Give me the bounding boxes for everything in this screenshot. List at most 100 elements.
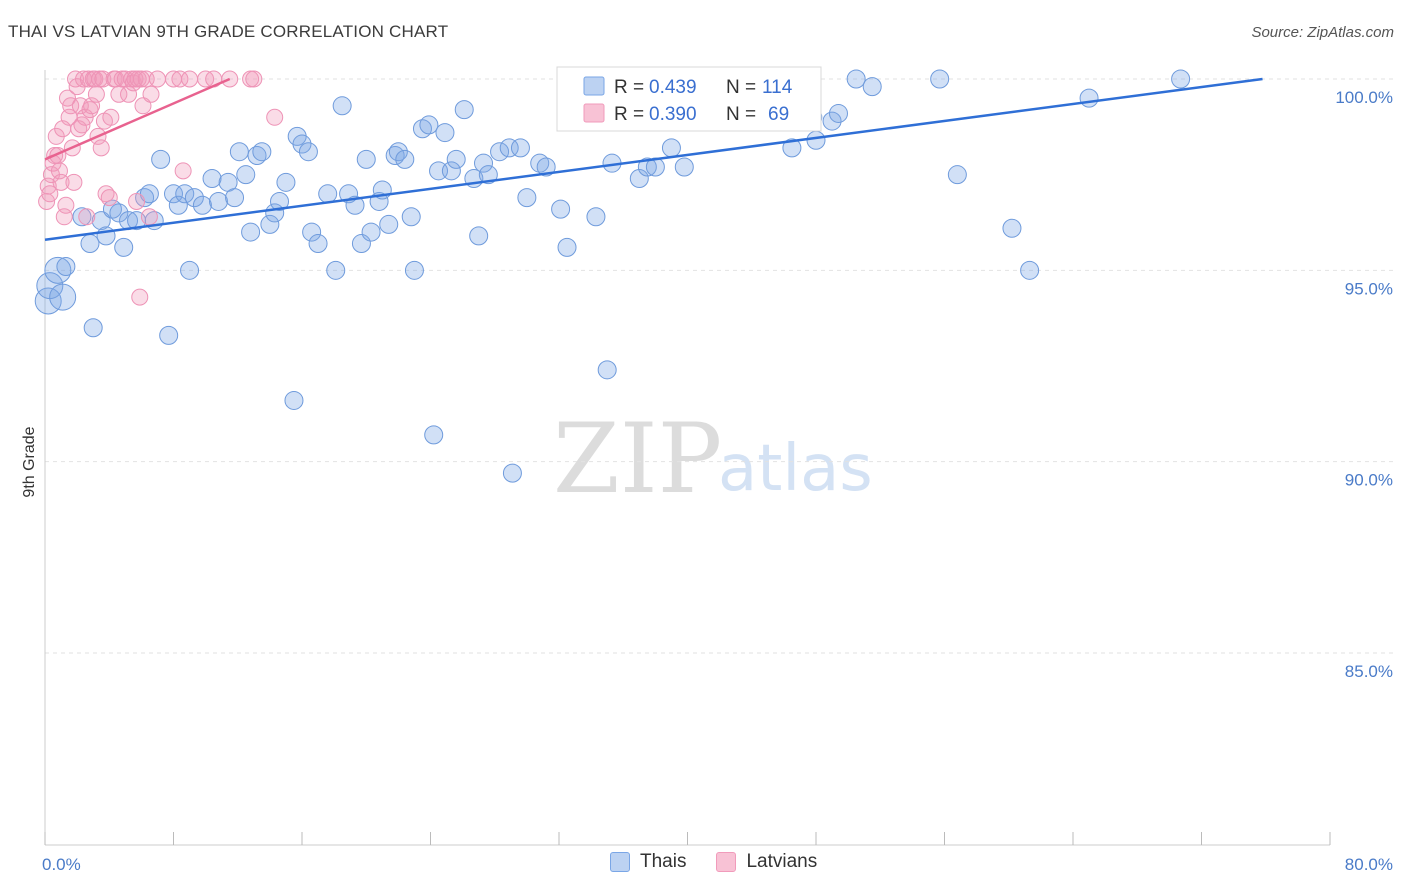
thais-point <box>83 318 103 338</box>
thais-point <box>536 157 556 177</box>
watermark-zip: ZIP <box>553 403 722 515</box>
thais-point <box>395 149 415 169</box>
thais-point <box>586 207 606 227</box>
thais-point <box>180 260 200 280</box>
thais-point <box>1002 218 1022 238</box>
thais-point <box>284 390 304 410</box>
thais-point <box>510 138 530 158</box>
thais-point <box>828 103 848 123</box>
latvians-point <box>100 189 118 207</box>
y-tick-label-90: 90.0% <box>1345 471 1393 490</box>
trend-lines <box>44 77 1263 241</box>
thais-point <box>499 138 519 158</box>
latvians-point <box>52 173 70 191</box>
thais-trend-line <box>44 77 1263 241</box>
latvians-n-value: 69 <box>768 104 789 125</box>
thais-point <box>806 130 826 150</box>
latvians-point <box>131 288 149 306</box>
thais-point <box>356 149 376 169</box>
latvians-point <box>62 97 80 115</box>
latvians-point <box>171 70 189 88</box>
thais-point <box>674 157 694 177</box>
thais-point <box>361 222 381 242</box>
thais-point <box>91 211 111 231</box>
thais-point <box>557 237 577 257</box>
thais-point <box>292 134 312 154</box>
thais-point <box>164 184 183 204</box>
legend-item-latvians: Latvians <box>716 851 817 873</box>
latvians-point <box>245 70 263 88</box>
x-tick-label-min: 0.0% <box>42 855 81 874</box>
thais-point <box>80 234 100 254</box>
thais-point <box>56 257 76 277</box>
thais-point <box>661 138 681 158</box>
thais-point <box>474 153 494 173</box>
thais-point <box>114 237 134 257</box>
x-tick-label-max: 80.0% <box>1345 855 1393 874</box>
thais-point <box>1171 69 1191 89</box>
thais-point <box>175 184 195 204</box>
thais-n-label: N = <box>726 77 756 98</box>
latvians-point <box>174 162 192 180</box>
thais-point <box>345 195 365 215</box>
latvians-point <box>78 208 96 226</box>
thais-point <box>236 165 256 185</box>
thais-point <box>270 191 290 211</box>
thais-point <box>469 226 489 246</box>
y-tick-labels: 85.0% 90.0% 95.0% 100.0% <box>1335 88 1393 681</box>
latvians-point <box>41 185 59 203</box>
gridlines <box>45 78 1395 654</box>
latvians-point <box>148 70 166 88</box>
thais-point <box>930 69 950 89</box>
latvians-point <box>266 108 284 126</box>
thais-point <box>379 214 399 234</box>
thais-point <box>424 425 444 445</box>
thais-point <box>298 142 318 162</box>
y-axis-label: 9th Grade <box>21 426 38 497</box>
thais-r-label: R = <box>614 77 644 98</box>
y-tick-label-85: 85.0% <box>1345 662 1393 681</box>
thais-point <box>308 234 328 254</box>
thais-point <box>478 165 498 185</box>
y-tick-label-100: 100.0% <box>1335 88 1393 107</box>
thais-point <box>302 222 322 242</box>
thais-point <box>151 149 171 169</box>
thais-point <box>229 142 249 162</box>
thais-point <box>517 188 537 208</box>
latvians-points <box>38 70 284 306</box>
thais-point <box>947 165 967 185</box>
thais-point <box>441 161 461 181</box>
thais-point <box>202 168 222 188</box>
latvians-n-label: N = <box>726 104 756 125</box>
thais-point <box>260 214 280 234</box>
legend-thais-label: Thais <box>640 851 687 872</box>
thais-point <box>862 77 882 97</box>
thais-point <box>490 142 510 162</box>
thais-point <box>1079 88 1099 108</box>
thais-point <box>208 191 228 211</box>
thais-point <box>332 96 352 116</box>
thais-point <box>629 168 649 188</box>
latvians-swatch <box>716 852 737 872</box>
latvians-point <box>57 196 75 214</box>
thais-point <box>109 203 129 223</box>
stats-legend: R = 0.439 N = 114 R = 0.390 N = 69 <box>556 66 822 132</box>
thais-point <box>159 325 179 345</box>
bottom-legend: Thais Latvians <box>610 851 837 873</box>
thais-point <box>276 172 296 192</box>
thais-point <box>168 195 188 215</box>
latvians-legend-swatch <box>583 103 605 123</box>
thais-r-value: 0.439 <box>649 77 697 98</box>
latvians-r-label: R = <box>614 104 644 125</box>
latvians-r-value: 0.390 <box>649 104 697 125</box>
thais-point <box>241 222 261 242</box>
thais-point <box>139 184 159 204</box>
thais-point <box>435 123 455 143</box>
x-ticks <box>44 832 1331 845</box>
latvians-point <box>128 192 146 210</box>
thais-point <box>846 69 866 89</box>
y-tick-label-95: 95.0% <box>1345 279 1393 298</box>
thais-point <box>822 111 842 131</box>
thais-point <box>597 360 617 380</box>
